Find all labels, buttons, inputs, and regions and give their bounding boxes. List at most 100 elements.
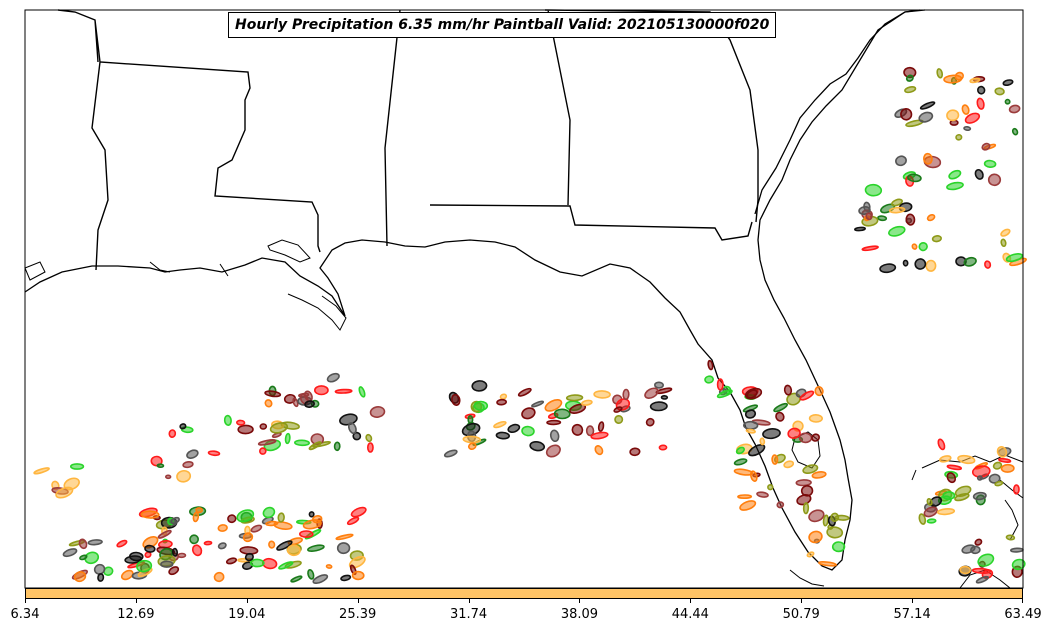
paintball-blob	[333, 441, 341, 452]
paintball-blob	[776, 501, 785, 509]
paintball-blob	[926, 518, 937, 524]
paintball-blob	[858, 206, 871, 215]
colorbar-tick-mark	[358, 599, 359, 603]
paintball-blob	[743, 420, 759, 430]
paintball-blob	[299, 530, 314, 539]
paintball-blob	[471, 380, 488, 392]
paintball-blob	[767, 484, 774, 491]
colorbar-tick-label: 6.34	[10, 607, 40, 622]
paintball-blob	[822, 514, 829, 527]
paintball-blob	[787, 427, 801, 439]
paintball-blob	[1000, 228, 1011, 237]
paintball-blob	[269, 422, 289, 434]
paintball-blob	[590, 431, 609, 440]
paintball-blob	[569, 403, 587, 414]
paintball-blob	[733, 458, 748, 466]
paintball-blob	[140, 510, 160, 519]
paintball-blob	[759, 437, 766, 446]
paintball-blob	[955, 133, 963, 141]
paintball-blob	[984, 260, 992, 269]
paintball-blob	[716, 389, 733, 399]
colorbar-tick-label: 25.39	[339, 607, 377, 622]
paintball-blob	[521, 425, 535, 437]
paintball-blob	[961, 104, 970, 115]
paintball-blob	[462, 435, 482, 444]
paintball-blob	[905, 213, 916, 226]
paintball-blob	[808, 413, 823, 423]
paintball-blob	[129, 551, 144, 562]
paintball-blob	[258, 447, 267, 455]
paintball-blob	[964, 112, 981, 124]
paintball-blob	[943, 74, 963, 84]
paintball-blob	[365, 433, 373, 443]
paintball-blob	[340, 574, 352, 582]
paintball-blob	[55, 486, 74, 499]
paintball-blob	[946, 109, 960, 122]
paintball-blob	[891, 198, 903, 207]
paintball-blob	[33, 467, 50, 475]
paintball-blob	[521, 407, 536, 420]
paintball-blob	[800, 484, 814, 497]
paintball-blob	[745, 428, 756, 434]
map-title: Hourly Precipitation 6.35 mm/hr Paintbal…	[228, 12, 777, 38]
paintball-blob	[936, 508, 956, 516]
paintball-blob	[150, 455, 163, 467]
paintball-blob	[493, 420, 507, 429]
colorbar-tick-mark	[801, 599, 802, 603]
paintball-blob	[1000, 463, 1015, 473]
paintball-blob	[549, 429, 560, 443]
paintball-blob	[116, 539, 128, 548]
paintball-blob	[925, 259, 937, 272]
paintball-blob	[888, 225, 906, 237]
paintball-blob	[87, 539, 103, 546]
paintball-blob	[660, 394, 669, 400]
colorbar-tick-mark	[25, 599, 26, 603]
paintball-blob	[737, 494, 753, 500]
colorbar-tick-mark	[912, 599, 913, 603]
paintball-blob	[171, 547, 179, 557]
paintball-blob	[236, 509, 255, 523]
paintball-blob	[79, 554, 88, 561]
paintball-blob	[974, 538, 983, 546]
paintball-blob	[961, 544, 976, 554]
paintball-blob	[926, 498, 933, 506]
paintball-blob	[748, 444, 766, 457]
paintball-blob	[783, 384, 793, 396]
paintball-blob	[707, 359, 714, 371]
paintball-blob	[366, 442, 374, 453]
paintball-blob	[144, 544, 156, 553]
paintball-blob	[186, 449, 199, 459]
paintball-blob	[1012, 484, 1020, 495]
paintball-blob	[905, 74, 914, 82]
paintball-blob	[974, 168, 984, 180]
paintball-blob	[176, 469, 192, 483]
paintball-blob	[581, 399, 593, 406]
delta-detail	[24, 239, 347, 331]
paintball-blob	[350, 506, 367, 518]
paintball-blob	[798, 432, 813, 444]
paintball-blob	[304, 400, 315, 408]
paintball-blob	[585, 425, 595, 437]
paintball-blob	[931, 235, 942, 243]
paintball-blob	[756, 491, 769, 498]
paintball-blob	[826, 526, 844, 539]
paintball-blob	[223, 414, 232, 426]
paintball-blob	[264, 399, 273, 408]
paintball-blob	[313, 385, 329, 396]
colorbar-tick-mark	[136, 599, 137, 603]
paintball-blob	[946, 472, 957, 484]
paintball-blob	[831, 541, 846, 553]
paintball-blob	[553, 408, 571, 420]
paintball-blob	[170, 516, 180, 525]
paintball-blob	[854, 226, 866, 232]
paintball-blob	[907, 173, 922, 183]
paintball-blob	[744, 409, 757, 419]
paintball-blob	[613, 406, 623, 413]
paintball-blob	[237, 424, 254, 435]
paintball-blob	[939, 455, 952, 463]
paintball-blob	[545, 444, 561, 458]
paintball-blob	[918, 111, 934, 123]
paintball-blob	[954, 485, 972, 498]
paintball-blob	[963, 256, 977, 267]
